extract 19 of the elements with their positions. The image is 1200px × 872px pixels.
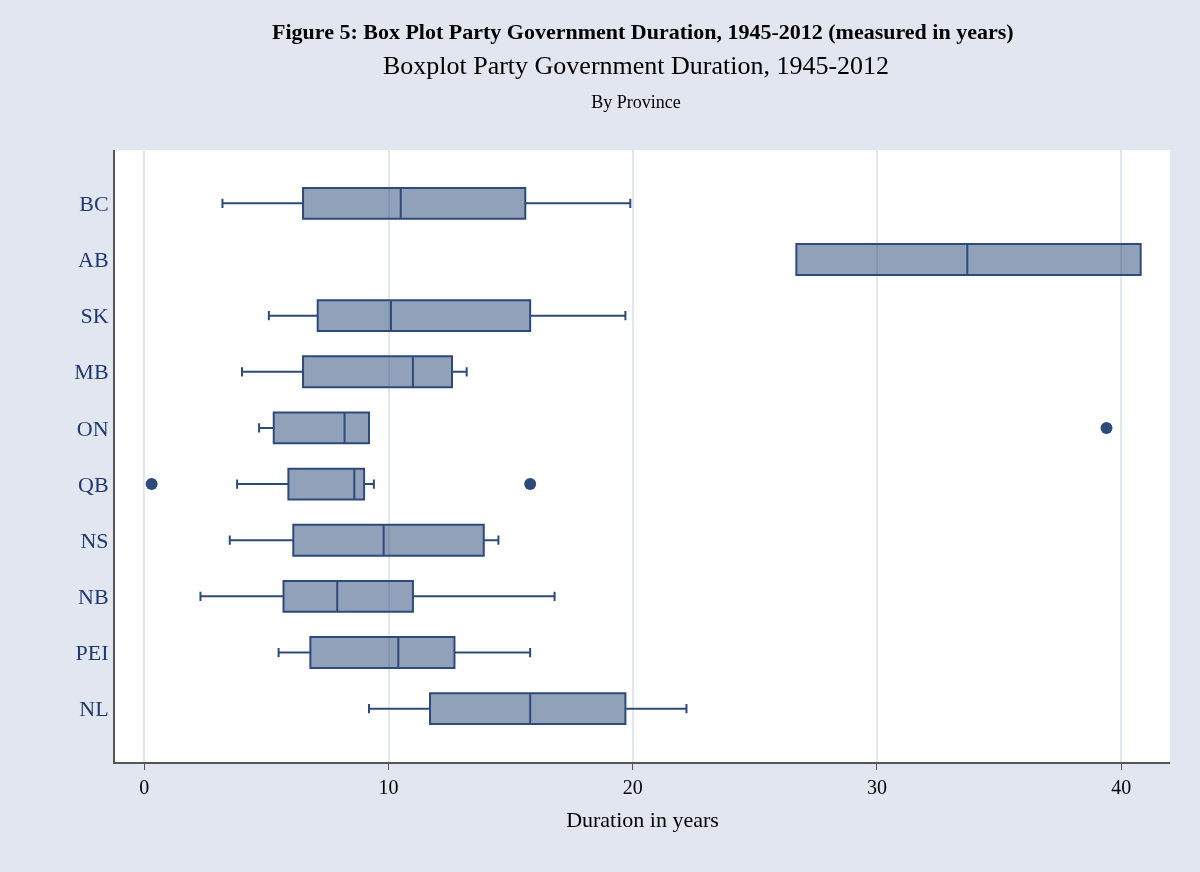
chart-subtitle: By Province: [591, 91, 681, 112]
y-tick-label: NS: [80, 527, 109, 553]
y-tick-label: MB: [74, 359, 109, 385]
x-tick-label: 0: [139, 776, 150, 798]
chart-title: Boxplot Party Government Duration, 1945-2012: [382, 51, 890, 81]
caption: Figure 5: Box Plot Party Government Duration, 1945-2012 (measured in years): [272, 19, 1014, 44]
y-tick-label: NL: [79, 696, 109, 722]
x-tick-label: 10: [378, 776, 399, 798]
y-tick-label: PEI: [75, 640, 109, 666]
y-tick-label: AB: [78, 247, 109, 273]
x-axis-title: Duration in years: [566, 807, 719, 833]
y-tick-label: QB: [78, 471, 109, 497]
y-tick-label: ON: [76, 415, 109, 441]
x-tick-label: 40: [1111, 776, 1132, 798]
y-tick-label: BC: [79, 191, 109, 217]
x-tick-label: 20: [622, 776, 643, 798]
y-tick-label: SK: [80, 303, 109, 329]
y-tick-label: NB: [78, 584, 109, 610]
x-tick-label: 30: [866, 776, 887, 798]
